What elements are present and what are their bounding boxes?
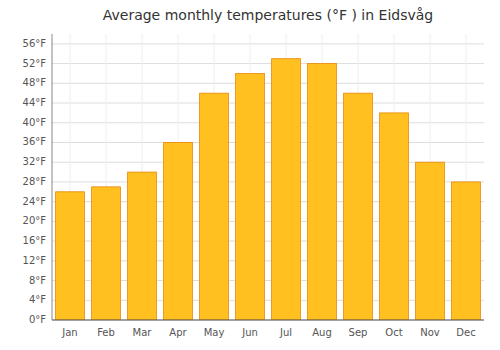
x-tick-label: Nov <box>420 327 440 338</box>
axes: 0°F 4°F 8°F 12°F 16°F 20°F 24°F 28°F 32°F 36°F 40°… <box>23 34 484 338</box>
x-tick-label: Jun <box>241 327 258 338</box>
y-tick-label: 52°F <box>23 58 47 69</box>
y-tick-label: 24°F <box>23 196 47 207</box>
bar <box>380 113 409 320</box>
y-grid-line <box>52 103 484 104</box>
bar <box>452 182 481 320</box>
bar <box>164 142 193 320</box>
x-axis-line <box>52 319 484 320</box>
y-tick-label: 36°F <box>23 136 47 147</box>
y-tick-label: 0°F <box>29 314 46 325</box>
bar <box>344 93 373 320</box>
y-grid-line <box>52 63 484 64</box>
y-tick-label: 32°F <box>23 156 47 167</box>
x-tick-label: Jan <box>61 327 77 338</box>
y-tick-label: 44°F <box>23 97 47 108</box>
x-tick-label: Aug <box>312 327 332 338</box>
y-grid-line <box>52 142 484 143</box>
x-tick-label: Dec <box>456 327 475 338</box>
bar <box>92 187 121 320</box>
y-axis-line <box>52 34 53 320</box>
bar <box>272 59 301 320</box>
grid <box>52 34 484 320</box>
x-tick-label: Apr <box>169 327 187 338</box>
x-tick-label: Feb <box>97 327 115 338</box>
y-tick-label: 48°F <box>23 77 47 88</box>
y-tick-label: 16°F <box>23 235 47 246</box>
y-tick-label: 12°F <box>23 255 47 266</box>
title: Average monthly temperatures (°F ) in Ei… <box>103 7 434 23</box>
x-tick-label: Sep <box>349 327 368 338</box>
bar <box>308 64 337 320</box>
page: {"chart_data": {"type": "bar", "title": … <box>0 0 500 350</box>
y-tick-label: 20°F <box>23 215 47 226</box>
y-grid-line <box>52 83 484 84</box>
x-tick-label: May <box>204 327 225 338</box>
x-tick-label: Mar <box>133 327 153 338</box>
y-tick-label: 40°F <box>23 117 47 128</box>
y-tick-label: 56°F <box>23 38 47 49</box>
x-tick-label: Jul <box>279 327 292 338</box>
x-tick-label: Oct <box>385 327 402 338</box>
bar <box>236 73 265 320</box>
y-tick-label: 28°F <box>23 176 47 187</box>
bar <box>200 93 229 320</box>
y-grid-line <box>52 43 484 44</box>
bar <box>56 192 85 320</box>
bar <box>128 172 157 320</box>
y-tick-label: 4°F <box>29 294 46 305</box>
chart-container: Average monthly temperatures (°F ) in Ei… <box>0 0 500 350</box>
y-tick-label: 8°F <box>29 275 46 286</box>
y-grid-line <box>52 122 484 123</box>
bar <box>416 162 445 320</box>
chart-svg: Average monthly temperatures (°F ) in Ei… <box>0 0 500 350</box>
bars <box>56 59 481 320</box>
y-grid-line <box>52 320 484 321</box>
